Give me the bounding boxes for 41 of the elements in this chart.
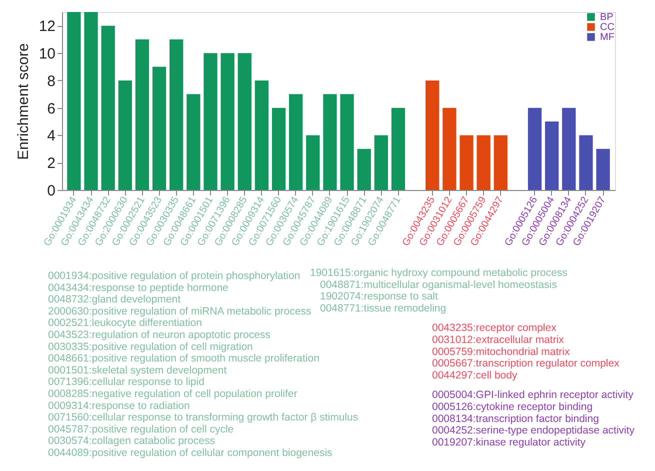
text: 0004252:serine-type endopeptidase activity (432, 424, 636, 437)
text: 0048871:multicellular oganismal-level homeostasis (320, 278, 557, 291)
text: 0044297:cell body (432, 369, 518, 382)
text: 0030335:positive regulation of cell migration (48, 340, 254, 353)
text: 0071560:cellular response to transforming growth factor β stimulus (48, 412, 358, 424)
text: 0005759:mitochondrial matrix (432, 346, 570, 358)
y-tick-label: 0 (47, 182, 56, 200)
text: 2000630:positive regulation of miRNA metabolic process (48, 305, 312, 318)
text: 0005004:GPI-linked ephrin receptor activity (432, 389, 634, 402)
text: 0071396:cellular response to lipid (48, 376, 205, 388)
text: 0030574:collagen catabolic process (48, 435, 215, 448)
legend-label: MF (600, 32, 614, 43)
text: 0043434:response to peptide hormone (48, 282, 229, 294)
text: 0001934:positive regulation of protein phosphorylation (48, 270, 300, 282)
y-axis-title: Enrichment score (14, 43, 32, 160)
text: 0048661:positive regulation of smooth muscle proliferation (48, 352, 320, 365)
text: 0048771:tissue remodeling (320, 302, 446, 314)
y-tick-label: 8 (47, 72, 56, 90)
y-tick-label: 2 (47, 155, 56, 172)
text: 0008285:negative regulation of cell population prolifer (48, 388, 298, 400)
text: 0005126:cytokine receptor binding (432, 401, 593, 413)
text: 0008134:transcription factor binding (432, 412, 600, 425)
legend-label: BP (600, 12, 614, 23)
text: 0031012:extracellular matrix (432, 334, 565, 346)
text: 0043523:regulation of neuron apoptotic process (48, 329, 270, 341)
text: 0048732:gland development (48, 294, 181, 306)
text: 0001501:skeletal system development (48, 364, 227, 376)
text: 0044089:positive regulation of cellular component biogenesis (48, 447, 332, 459)
text: 0002521:leukocyte differentiation (48, 317, 202, 330)
y-tick-label: 4 (47, 128, 56, 145)
text: 0019207:kinase regulator activity (432, 436, 586, 448)
y-tick-label: 12 (38, 18, 56, 36)
text: 0045787:positive regulation of cell cycle (48, 423, 234, 436)
text: 0043235:receptor complex (432, 322, 558, 334)
text: 1902074:response to salt (320, 290, 438, 303)
text: 0005667:transcription regulator complex (432, 358, 620, 370)
text: 0009314:response to radiation (48, 400, 190, 412)
y-tick-label: 10 (38, 46, 56, 63)
y-tick-label: 6 (47, 100, 56, 118)
text: 1901615:organic hydroxy compound metabolic process (310, 267, 568, 279)
legend-label: CC (600, 22, 614, 33)
